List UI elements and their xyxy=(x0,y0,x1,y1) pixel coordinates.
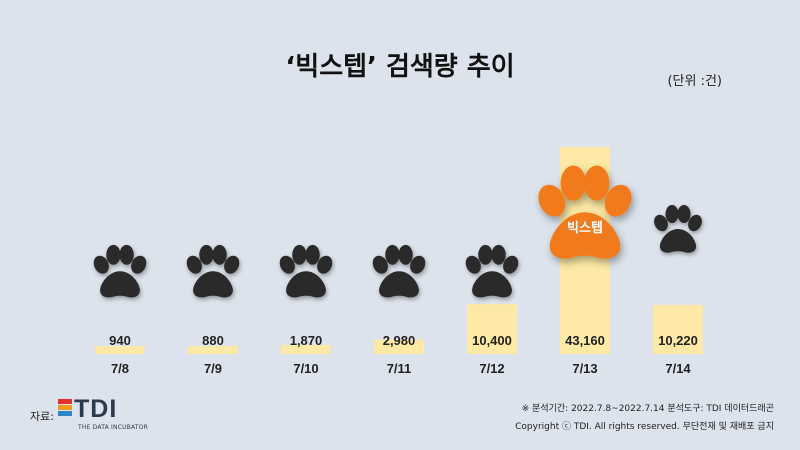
bar-7-10 xyxy=(281,345,331,354)
footer-notes: ※ 분석기간: 2022.7.8~2022.7.14 분석도구: TDI 데이터… xyxy=(515,400,774,436)
value-label: 10,220 xyxy=(658,333,698,348)
category-label: 7/11 xyxy=(387,361,412,376)
search-volume-chart: 940 7/8 880 7/9 1,870 7/10 2,980 7/11 10,400 7/12… xyxy=(93,147,703,376)
source-label: 자료: xyxy=(30,410,54,423)
logo-subtitle: THE DATA INCUBATOR xyxy=(78,424,148,431)
value-label: 940 xyxy=(109,333,131,348)
value-label: 43,160 xyxy=(565,333,605,348)
bar-7-9 xyxy=(188,346,238,354)
paw-icon xyxy=(93,244,147,298)
analysis-note: ※ 분석기간: 2022.7.8~2022.7.14 분석도구: TDI 데이터… xyxy=(521,404,774,414)
tdi-logo: TDI THE DATA INCUBATOR xyxy=(58,395,158,433)
paw-icon xyxy=(372,244,426,298)
paw-icon xyxy=(279,244,333,298)
copyright-note: Copyright ⓒ TDI. All rights reserved. 무단… xyxy=(515,422,774,432)
bar-7-11 xyxy=(374,339,424,354)
category-label: 7/10 xyxy=(293,361,318,376)
value-label: 1,870 xyxy=(290,333,323,348)
category-label: 7/12 xyxy=(479,361,504,376)
logo-mark-icon xyxy=(58,399,72,421)
category-label: 7/8 xyxy=(111,361,129,376)
category-label: 7/9 xyxy=(204,361,222,376)
value-label: 880 xyxy=(202,333,224,348)
chart-title: ‘빅스텝’ 검색량 추이 xyxy=(285,52,515,82)
logo-text: TDI xyxy=(74,395,118,423)
paw-icon xyxy=(654,205,702,253)
value-label: 2,980 xyxy=(383,333,416,348)
paw-icon xyxy=(465,244,519,298)
highlight-paw-icon xyxy=(538,165,632,259)
paw-icon xyxy=(186,244,240,298)
bar-7-14 xyxy=(653,304,703,354)
value-label: 10,400 xyxy=(472,333,512,348)
highlight-label: 빅스텝 xyxy=(567,220,603,236)
category-label: 7/13 xyxy=(572,361,597,376)
category-label: 7/14 xyxy=(665,361,691,376)
unit-label: (단위 :건) xyxy=(667,74,722,89)
bar-7-12 xyxy=(467,304,517,354)
bar-7-8 xyxy=(95,346,145,354)
